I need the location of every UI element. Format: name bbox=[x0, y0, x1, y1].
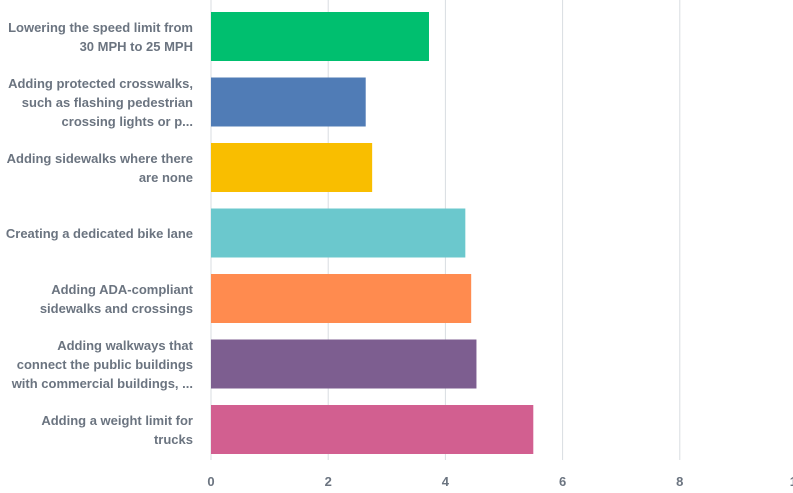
category-label: Adding sidewalks where there are none bbox=[6, 150, 193, 185]
bar-6[interactable] bbox=[211, 339, 477, 389]
category-label: Adding a weight limit for trucks bbox=[41, 412, 193, 447]
x-tick-label: 6 bbox=[559, 474, 566, 489]
x-tick-label: 4 bbox=[442, 474, 450, 489]
bar-7[interactable] bbox=[211, 405, 534, 454]
bar-1[interactable] bbox=[211, 12, 429, 61]
category-label: Adding protected crosswalks, such as fla… bbox=[8, 75, 193, 129]
category-label: Adding walkways that connect the public … bbox=[11, 337, 193, 391]
x-axis-ticks: 0 2 4 6 8 10 bbox=[207, 474, 793, 489]
x-tick-label: 8 bbox=[676, 474, 683, 489]
bar-5[interactable] bbox=[211, 274, 472, 323]
category-label: Adding ADA-compliant sidewalks and cross… bbox=[39, 281, 193, 316]
bars bbox=[211, 12, 534, 454]
x-tick-label: 2 bbox=[325, 474, 332, 489]
category-label: Creating a dedicated bike lane bbox=[5, 225, 193, 241]
x-tick-label: 0 bbox=[207, 474, 214, 489]
x-tick-label: 10 bbox=[790, 474, 793, 489]
category-label: Lowering the speed limit from 30 MPH to … bbox=[8, 19, 193, 54]
bar-4[interactable] bbox=[211, 208, 466, 258]
bar-2[interactable] bbox=[211, 77, 366, 127]
bar-3[interactable] bbox=[211, 143, 373, 192]
